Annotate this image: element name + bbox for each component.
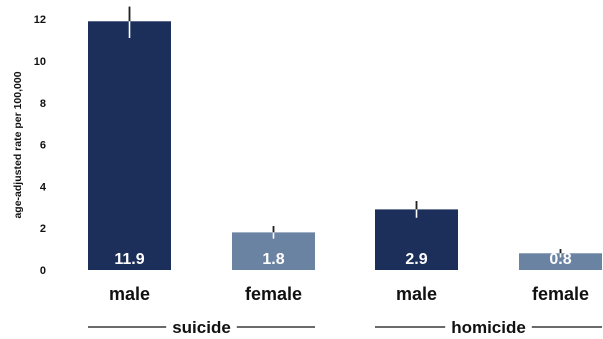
group-label: homicide (451, 318, 526, 337)
data-label: 1.8 (262, 251, 284, 268)
category-label: female (532, 284, 589, 304)
category-label: male (396, 284, 437, 304)
y-tick-label: 4 (40, 181, 47, 193)
error-bars (128, 6, 562, 258)
y-axis-title: age-adjusted rate per 100,000 (12, 71, 24, 218)
y-tick-label: 0 (40, 265, 46, 277)
y-tick-label: 10 (34, 56, 46, 68)
y-tick-label: 8 (40, 98, 46, 110)
y-tick-label: 2 (40, 223, 46, 235)
bar (375, 209, 458, 270)
data-label: 11.9 (114, 251, 144, 268)
bars (88, 21, 602, 270)
bar (232, 232, 315, 270)
y-axis-ticks: 0 2 4 6 8 10 12 (34, 14, 47, 277)
data-labels: 11.9 1.8 2.9 0.8 (114, 251, 571, 268)
category-labels: male female male female (109, 284, 589, 304)
data-label: 2.9 (405, 251, 427, 268)
y-tick-label: 6 (40, 140, 46, 152)
bar (88, 21, 171, 270)
bar (519, 253, 602, 270)
category-label: female (245, 284, 302, 304)
group-labels: suicide homicide (88, 318, 602, 337)
data-label: 0.8 (549, 251, 571, 268)
y-tick-label: 12 (34, 14, 46, 26)
category-label: male (109, 284, 150, 304)
group-label: suicide (172, 318, 231, 337)
